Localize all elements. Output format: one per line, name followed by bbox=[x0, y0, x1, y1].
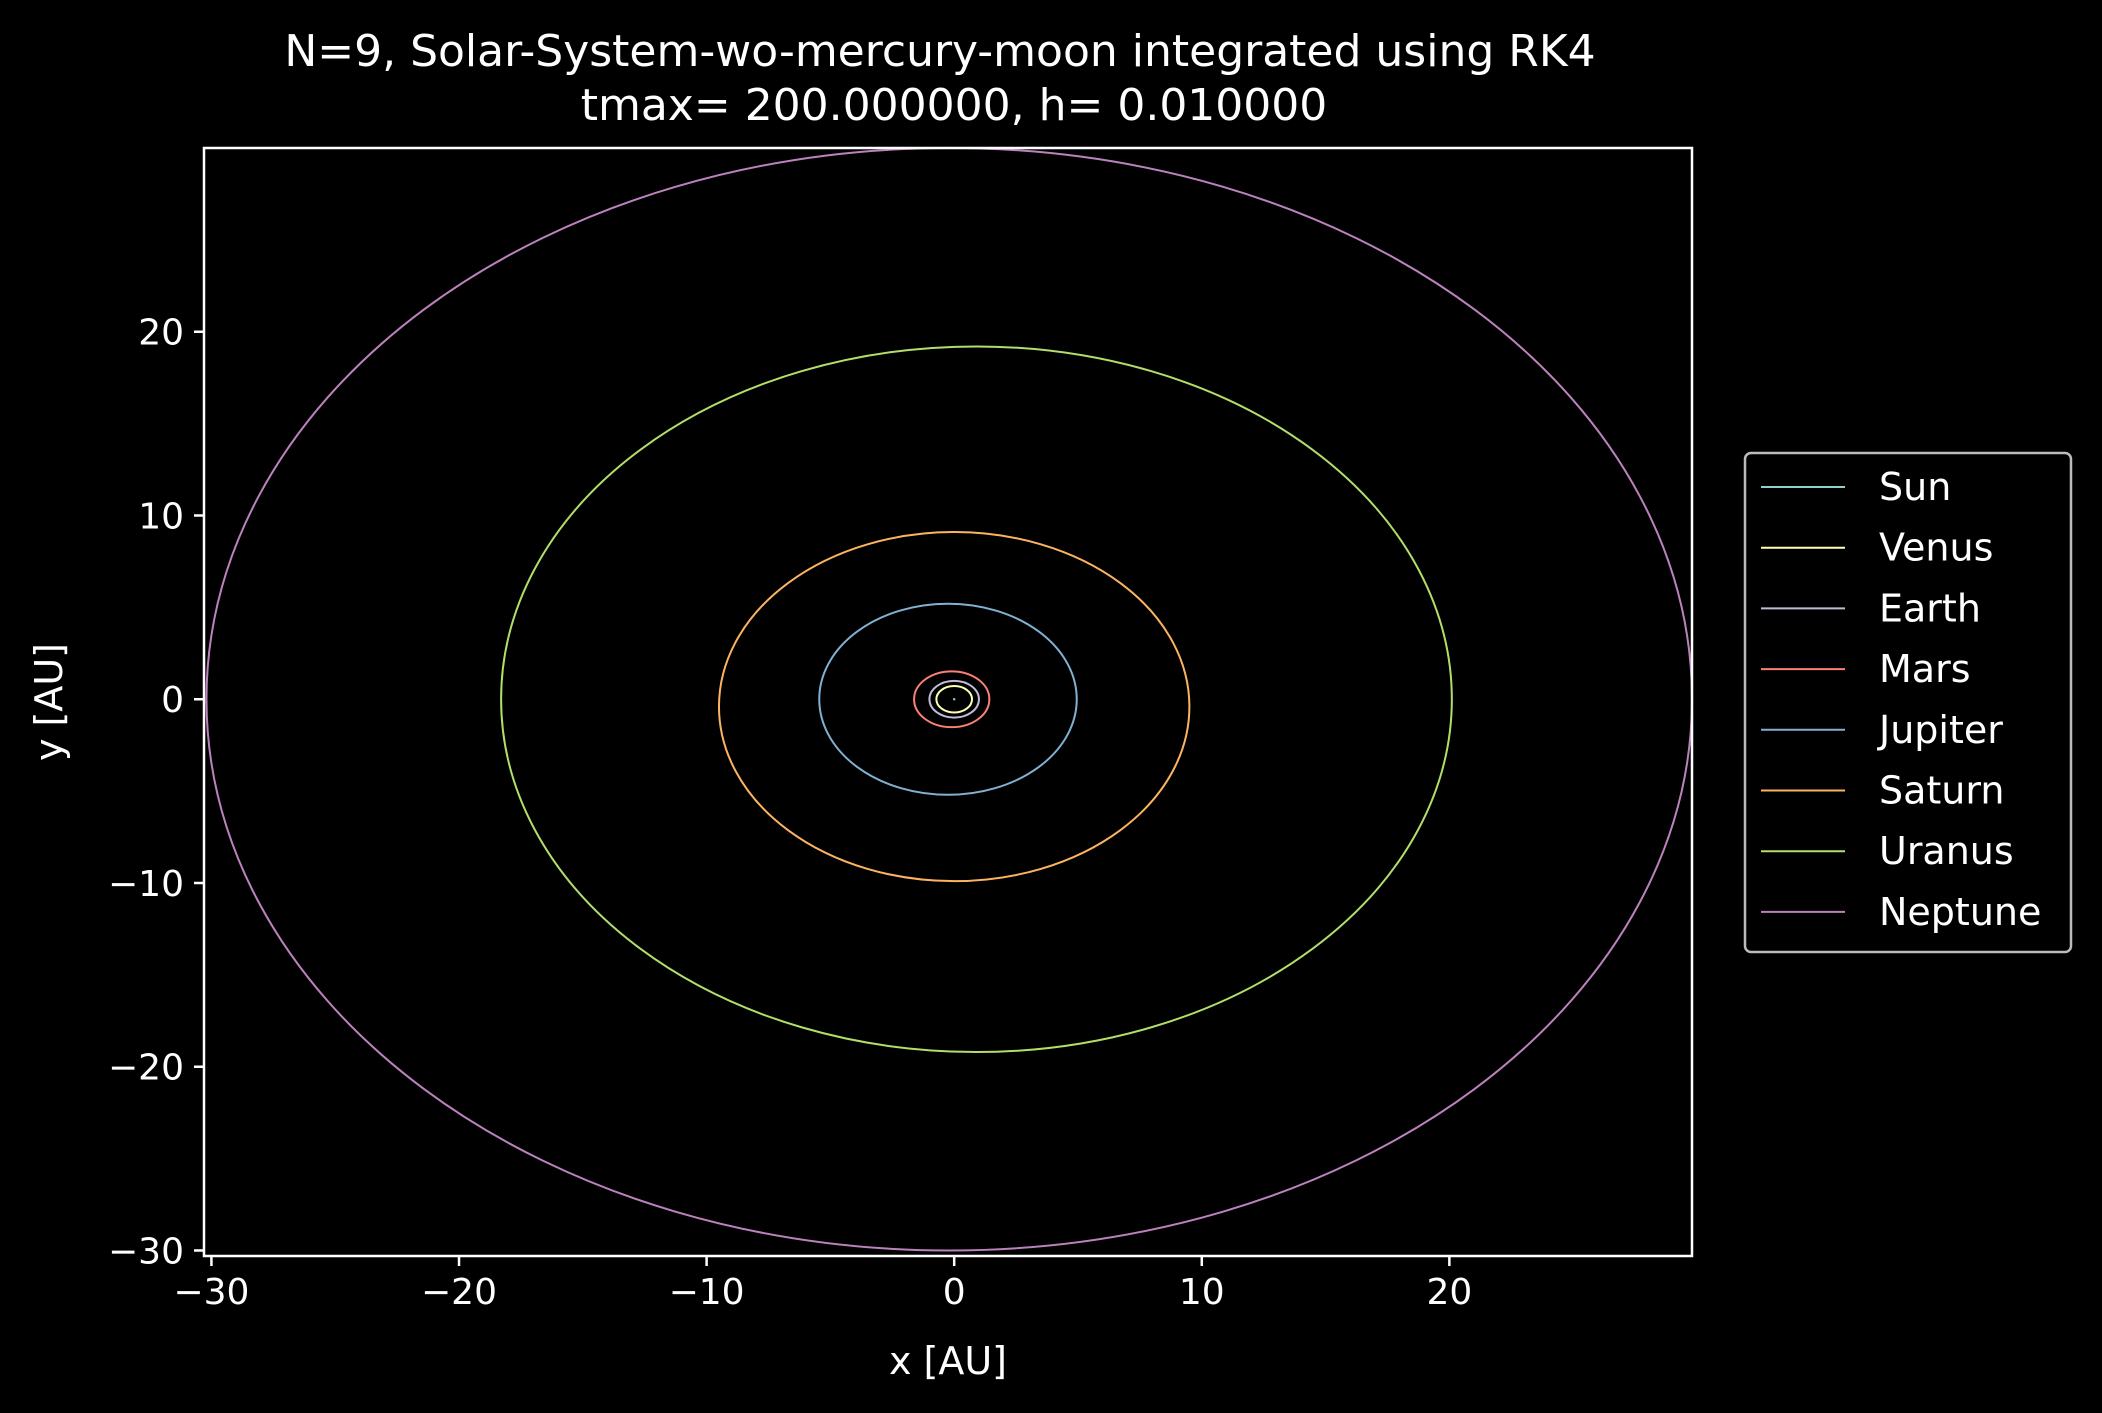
orbit-sun bbox=[952, 698, 956, 701]
legend-label-uranus: Uranus bbox=[1879, 829, 2014, 873]
y-tick-label: −10 bbox=[108, 864, 184, 905]
legend: Sun Venus Earth Mars Jupiter Saturn Uranus Nept… bbox=[1743, 451, 2073, 954]
y-tick-label: 20 bbox=[138, 313, 184, 354]
orbit-saturn bbox=[717, 531, 1191, 883]
y-tick-label: 10 bbox=[138, 496, 184, 537]
y-tick-label: 0 bbox=[161, 680, 184, 721]
x-tick-label: −20 bbox=[421, 1272, 497, 1313]
orbit-uranus bbox=[500, 345, 1453, 1054]
x-axis: −30 −20 −10 0 10 20 bbox=[173, 1256, 1472, 1313]
orbit-earth bbox=[928, 679, 980, 719]
y-axis: −30 −20 −10 0 10 20 bbox=[108, 313, 204, 1272]
legend-label-neptune: Neptune bbox=[1879, 890, 2041, 934]
y-tick-label: −30 bbox=[108, 1231, 184, 1272]
legend-label-mars: Mars bbox=[1879, 647, 1971, 691]
x-axis-label: x [AU] bbox=[889, 1339, 1007, 1383]
orbits-group bbox=[205, 148, 1692, 1252]
chart-subtitle: tmax= 200.000000, h= 0.010000 bbox=[581, 80, 1328, 131]
x-tick-label: −30 bbox=[173, 1272, 249, 1313]
orbit-venus bbox=[935, 685, 974, 714]
y-tick-label: −20 bbox=[108, 1048, 184, 1089]
x-tick-label: 10 bbox=[1179, 1272, 1225, 1313]
x-tick-label: −10 bbox=[669, 1272, 745, 1313]
orbit-neptune bbox=[205, 148, 1692, 1252]
legend-label-venus: Venus bbox=[1879, 526, 1993, 570]
legend-label-saturn: Saturn bbox=[1879, 769, 2004, 813]
legend-box bbox=[1743, 451, 2073, 954]
chart-title: N=9, Solar-System-wo-mercury-moon integr… bbox=[284, 26, 1595, 77]
legend-label-jupiter: Jupiter bbox=[1877, 708, 2003, 752]
legend-label-sun: Sun bbox=[1879, 465, 1951, 509]
orbit-jupiter bbox=[818, 602, 1078, 796]
x-tick-label: 20 bbox=[1426, 1272, 1472, 1313]
legend-label-earth: Earth bbox=[1879, 586, 1981, 630]
orbit-mars bbox=[913, 670, 991, 729]
y-axis-label: y [AU] bbox=[27, 643, 71, 761]
x-tick-label: 0 bbox=[943, 1272, 966, 1313]
plot-frame bbox=[202, 146, 1694, 1258]
